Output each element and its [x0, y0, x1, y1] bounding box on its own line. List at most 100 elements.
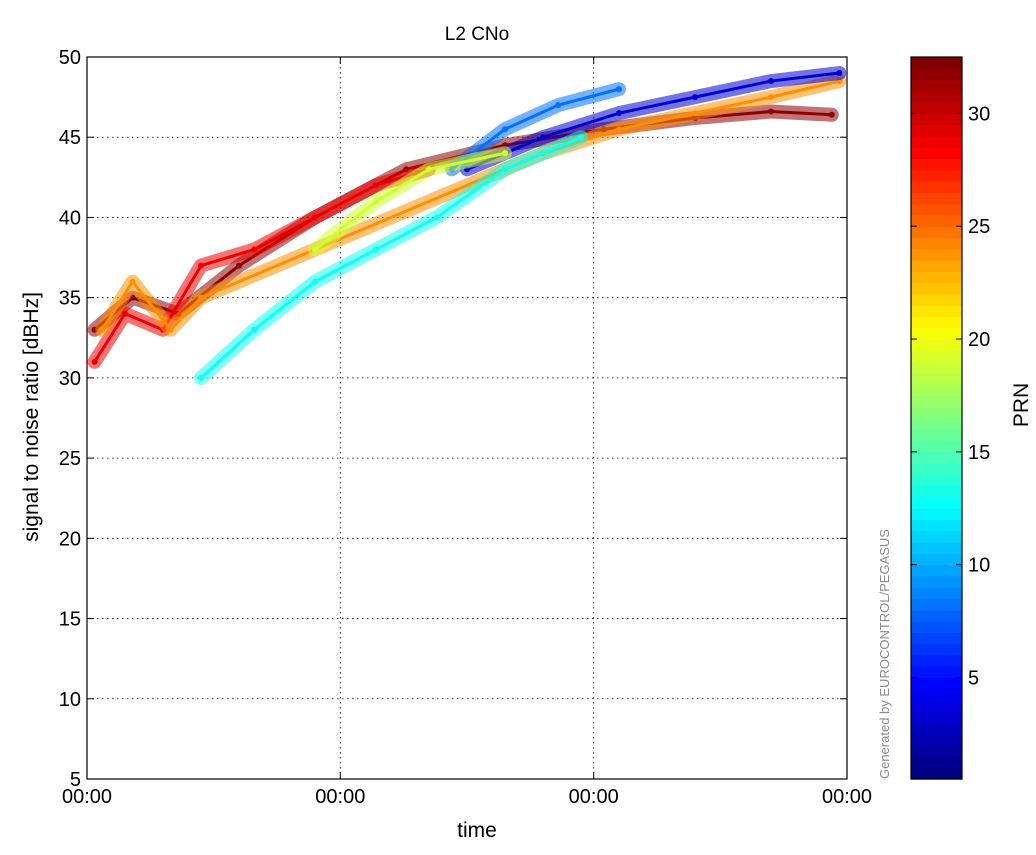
- colorbar-segment: [911, 158, 962, 171]
- data-point: [251, 326, 258, 333]
- colorbar-segment: [911, 271, 962, 284]
- colorbar-segment: [911, 677, 962, 690]
- data-point: [236, 262, 242, 269]
- colorbar-segment: [911, 519, 962, 532]
- data-point: [433, 214, 440, 221]
- data-point: [372, 246, 379, 253]
- x-tick-label: 00:00: [822, 786, 872, 808]
- colorbar-segment: [911, 68, 962, 81]
- data-point: [502, 126, 508, 133]
- data-point: [312, 246, 318, 253]
- colorbar: 5 10 15 20 25 30: [910, 56, 990, 780]
- data-point: [692, 94, 698, 101]
- colorbar-segment: [911, 248, 962, 261]
- data-point: [198, 262, 204, 269]
- data-point: [578, 134, 584, 141]
- data-point: [555, 102, 562, 109]
- colorbar-segment: [911, 598, 962, 611]
- colorbar-segment: [911, 147, 962, 160]
- grid: [87, 57, 847, 779]
- data-point: [502, 166, 508, 173]
- data-layer: [87, 66, 847, 385]
- colorbar-segment: [911, 79, 962, 92]
- colorbar-segment: [911, 90, 962, 103]
- data-point: [99, 326, 106, 333]
- colorbar-segment: [911, 181, 962, 193]
- colorbar-segment: [911, 361, 962, 374]
- series-prn-13: [194, 130, 588, 385]
- data-point: [312, 278, 318, 285]
- y-tick-label: 25: [59, 448, 81, 470]
- y-tick-label: 50: [59, 47, 81, 69]
- colorbar-segment: [911, 384, 962, 397]
- data-point: [251, 246, 258, 253]
- colorbar-segment: [911, 451, 962, 464]
- y-tick-label: 45: [59, 127, 81, 149]
- y-tick-label: 10: [59, 689, 81, 711]
- colorbar-segment: [911, 260, 962, 272]
- y-tick-label: 5: [70, 769, 81, 791]
- colorbar-segment: [911, 226, 962, 239]
- colorbar-segment: [911, 508, 962, 521]
- colorbar-segment: [911, 688, 962, 701]
- colorbar-segment: [911, 169, 962, 182]
- data-point: [198, 294, 204, 301]
- series-prn-19: [308, 146, 512, 257]
- colorbar-segment: [911, 474, 962, 487]
- colorbar-tick-label: 5: [968, 667, 979, 689]
- colorbar-segment: [911, 316, 962, 329]
- colorbar-segment: [911, 214, 962, 227]
- y-tick-label: 20: [59, 528, 81, 550]
- colorbar-segment: [911, 418, 962, 430]
- colorbar-segment: [911, 429, 962, 442]
- y-tick-label: 40: [59, 207, 81, 229]
- ticks: 5 10 15 20 25 30 35 40 45 50 00:00 00:00 00:00 00:00: [59, 47, 872, 808]
- x-axis-label: time: [457, 819, 497, 842]
- colorbar-segment: [911, 666, 962, 679]
- data-point: [768, 108, 774, 115]
- chart-title: L2 CNo: [445, 24, 509, 45]
- colorbar-segment: [911, 203, 962, 216]
- colorbar-segment: [911, 722, 962, 735]
- colorbar-segment: [911, 327, 962, 340]
- colorbar-segment: [911, 756, 962, 769]
- y-tick-label: 35: [59, 288, 81, 310]
- colorbar-segment: [911, 406, 962, 419]
- colorbar-segment: [911, 745, 962, 758]
- colorbar-segment: [911, 767, 962, 780]
- colorbar-segment: [911, 530, 962, 543]
- x-tick-label: 00:00: [62, 786, 112, 808]
- colorbar-segment: [911, 192, 962, 205]
- colorbar-segment: [911, 553, 962, 566]
- data-point: [502, 150, 508, 157]
- colorbar-tick-label: 15: [968, 442, 990, 464]
- data-point: [122, 310, 128, 317]
- series-prn-3: [460, 66, 847, 177]
- plot-frame: [86, 56, 848, 780]
- colorbar-segment: [911, 609, 962, 622]
- series-line: [93, 167, 430, 363]
- x-tick-label: 00:00: [569, 786, 619, 808]
- series-line: [466, 71, 840, 171]
- colorbar-tick-label: 30: [968, 103, 990, 125]
- y-tick-label: 30: [59, 368, 81, 390]
- colorbar-segment: [911, 496, 962, 509]
- colorbar-segment: [911, 575, 962, 588]
- colorbar-segment: [911, 733, 962, 746]
- data-point: [828, 111, 835, 118]
- data-point: [167, 326, 174, 333]
- plot-area: [87, 57, 847, 779]
- colorbar-segment: [911, 542, 962, 554]
- colorbar-segment: [911, 102, 962, 115]
- colorbar-segment: [911, 372, 962, 385]
- colorbar-segment: [911, 113, 962, 126]
- colorbar-segment: [911, 124, 962, 137]
- colorbar-segment: [911, 440, 962, 453]
- data-point: [836, 70, 843, 77]
- data-point: [616, 110, 622, 117]
- colorbar-segment: [911, 350, 962, 363]
- data-point: [768, 94, 774, 101]
- data-point: [372, 198, 379, 205]
- colorbar-segment: [911, 621, 962, 633]
